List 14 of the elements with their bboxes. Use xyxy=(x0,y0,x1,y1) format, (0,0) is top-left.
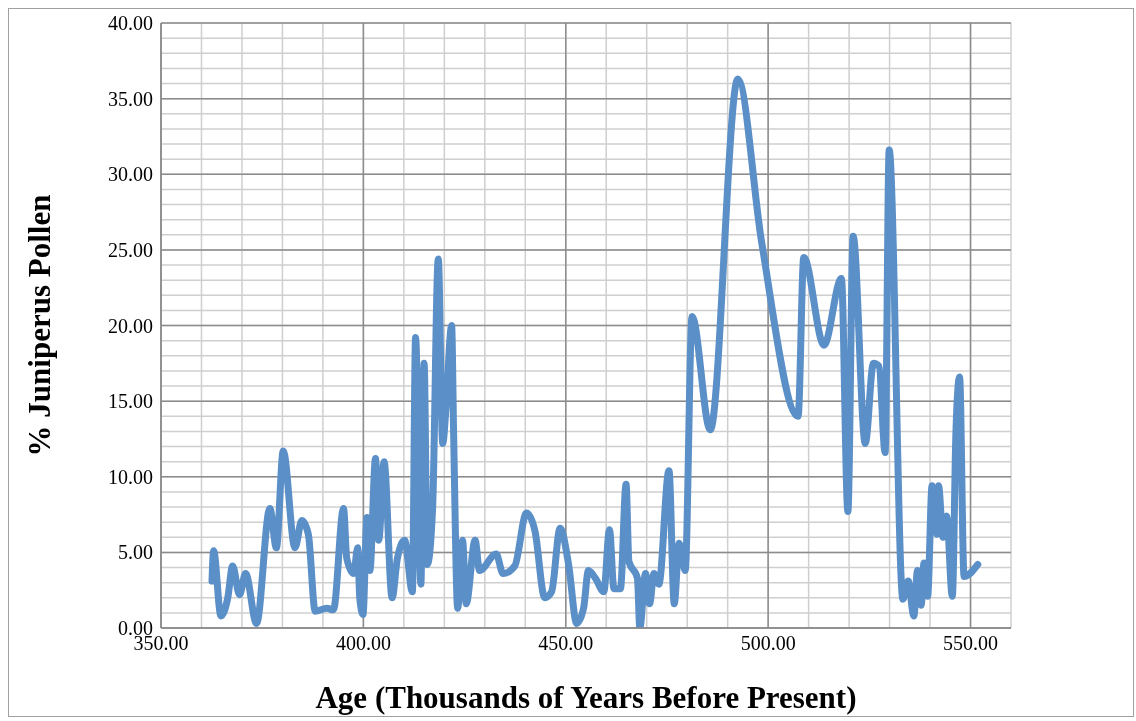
y-tick-label: 5.00 xyxy=(118,541,153,564)
y-tick-label: 10.00 xyxy=(108,465,153,488)
y-tick-label: 30.00 xyxy=(108,163,153,186)
x-axis-title: Age (Thousands of Years Before Present) xyxy=(315,680,857,715)
y-tick-label: 15.00 xyxy=(108,390,153,413)
x-tick-label: 550.00 xyxy=(943,632,999,655)
y-axis-title: % Juniperus Pollen xyxy=(22,194,58,457)
x-tick-label: 450.00 xyxy=(538,632,594,655)
x-tick-label: 500.00 xyxy=(740,632,796,655)
y-tick-label: 25.00 xyxy=(108,238,153,261)
y-tick-label: 35.00 xyxy=(108,87,153,110)
x-tick-label: 400.00 xyxy=(335,632,391,655)
y-tick-label: 40.00 xyxy=(108,12,153,35)
y-tick-label: 20.00 xyxy=(108,314,153,337)
